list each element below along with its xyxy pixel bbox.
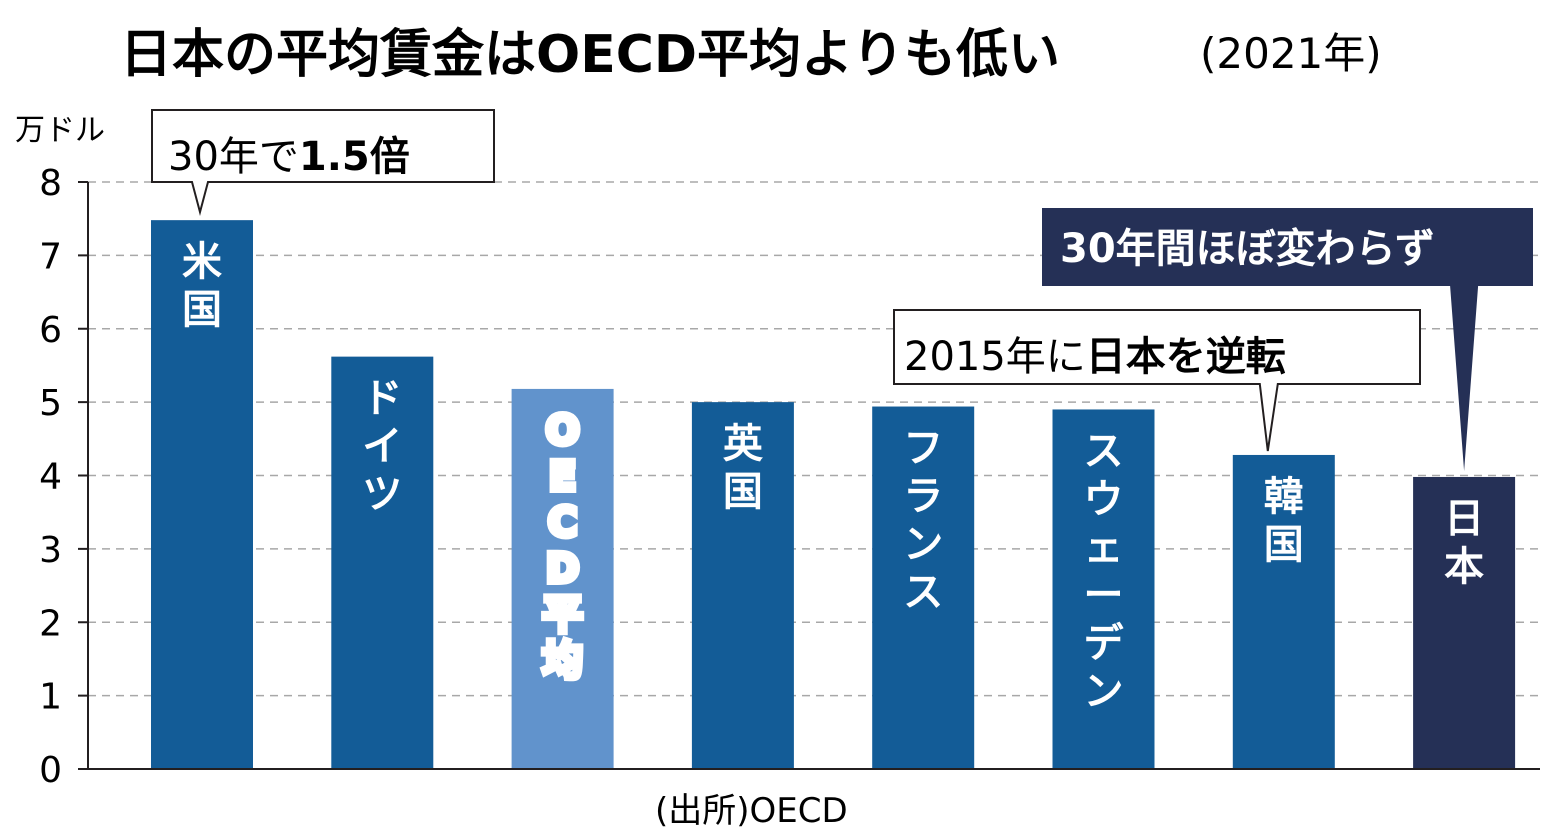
callout-korea-box	[893, 309, 1421, 452]
bar	[1413, 476, 1516, 769]
callout-japan-text: 30年間ほぼ変わらず	[1060, 226, 1435, 272]
y-axis-unit: 万ドル	[15, 113, 105, 148]
callout-usa-emphasis: 1.5倍	[299, 134, 410, 180]
callout-usa-box	[151, 109, 495, 217]
bar-category-label: 日本	[1444, 496, 1484, 590]
source-note: (出所)OECD	[655, 791, 848, 831]
y-axis-ticks: 0 1 2 3 4 5 6 7 8	[39, 163, 88, 791]
callout-korea-emphasis: 日本を逆転	[1086, 334, 1286, 380]
bar-category-label: スウェーデン	[1084, 428, 1124, 714]
callout-usa-text: 30年で1.5倍	[168, 134, 410, 180]
y-tick-label: 8	[39, 163, 62, 204]
chart-title: 日本の平均賃金はOECD平均よりも低い	[120, 25, 1060, 85]
bar	[691, 402, 794, 769]
bar	[511, 388, 614, 769]
bar-category-label: 米国	[182, 239, 222, 333]
bar	[331, 356, 434, 769]
chart-title-year: (2021年)	[1200, 29, 1382, 78]
bar	[151, 220, 253, 769]
bar-category-label: O E C D 平均	[543, 408, 583, 684]
y-tick-label: 6	[39, 310, 62, 351]
bar	[1052, 409, 1155, 769]
y-tick-label: 3	[39, 530, 62, 571]
callout-korea-text: 2015年に日本を逆転	[904, 334, 1286, 380]
callout-japan: 30年間ほぼ変わらず	[1042, 208, 1533, 471]
bar	[1232, 454, 1335, 769]
bar-category-label: 英国	[723, 421, 764, 515]
y-tick-label: 7	[39, 236, 62, 277]
y-tick-label: 2	[39, 603, 62, 644]
bar	[872, 406, 975, 769]
callout-korea-prefix: 2015年に	[904, 334, 1086, 380]
bar-category-label: 韓国	[1264, 474, 1304, 568]
callout-usa-prefix: 30年で	[168, 134, 299, 180]
bar-category-label: ドイツ	[362, 376, 402, 518]
callout-japan-box	[1042, 208, 1533, 471]
y-tick-label: 1	[39, 677, 62, 718]
callout-usa: 30年で1.5倍	[151, 109, 495, 217]
y-tick-label: 4	[39, 457, 62, 498]
y-tick-label: 5	[39, 383, 62, 424]
callout-korea: 2015年に日本を逆転	[893, 309, 1421, 452]
y-tick-label: 0	[39, 750, 62, 791]
bar-category-label: フランス	[903, 426, 943, 616]
bars	[151, 220, 1516, 769]
